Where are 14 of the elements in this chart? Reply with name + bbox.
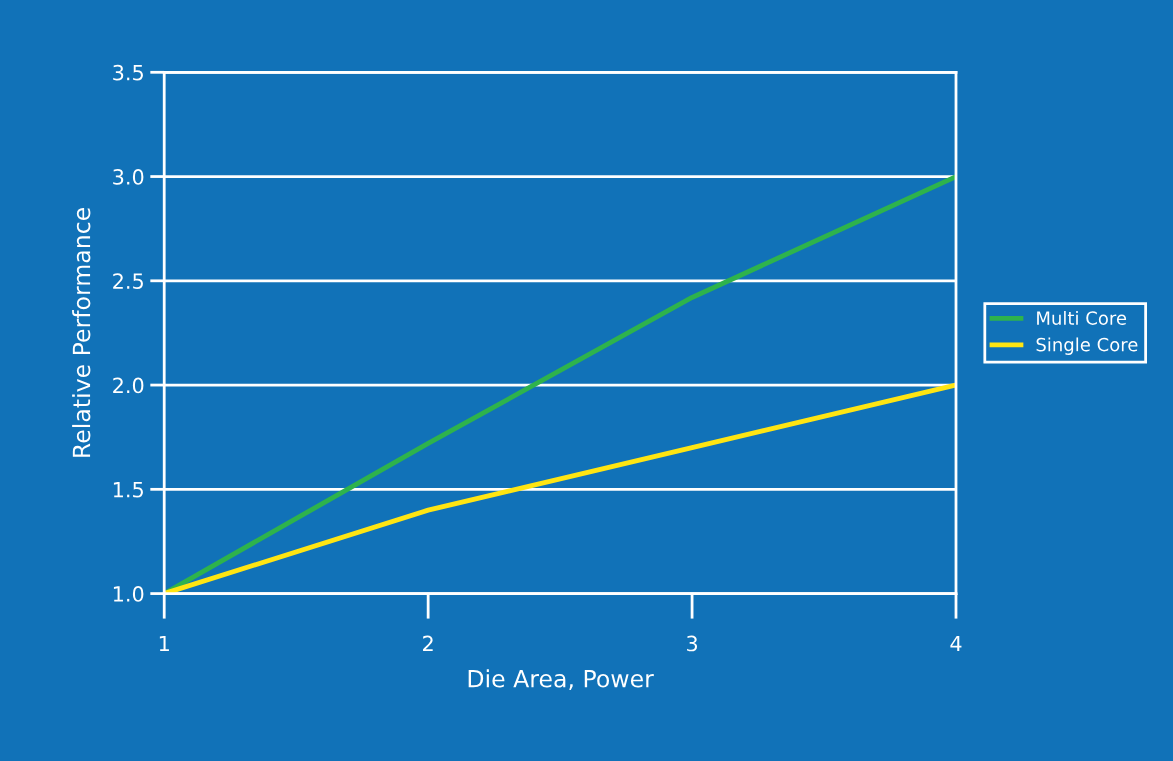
x-tick-label: 1 — [159, 635, 169, 652]
y-tick-label: 1.0 — [113, 586, 144, 602]
y-tick-label: 3.5 — [113, 64, 143, 81]
legend-label: Single Core — [1036, 337, 1138, 355]
x-tick-label: 3 — [687, 635, 698, 652]
x-tick-label: 4 — [950, 635, 962, 652]
legend-label: Multi Core — [1037, 310, 1127, 325]
y-axis-title: Relative Performance — [72, 208, 91, 457]
y-tick-label: 2.0 — [113, 377, 144, 394]
x-axis-title: Die Area, Power — [468, 669, 654, 690]
y-tick-label: 3.0 — [113, 169, 144, 185]
x-tick-label: 2 — [423, 635, 433, 652]
y-tick-label: 2.5 — [113, 273, 143, 290]
y-tick-label: 1.5 — [113, 482, 143, 498]
